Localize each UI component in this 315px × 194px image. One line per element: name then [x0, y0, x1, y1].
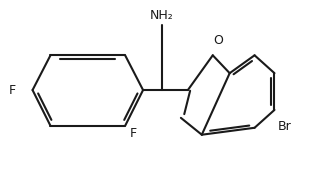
Text: NH₂: NH₂: [150, 9, 174, 22]
Text: Br: Br: [278, 120, 291, 133]
Text: O: O: [213, 34, 223, 47]
Text: F: F: [9, 84, 16, 97]
Text: F: F: [130, 127, 137, 140]
